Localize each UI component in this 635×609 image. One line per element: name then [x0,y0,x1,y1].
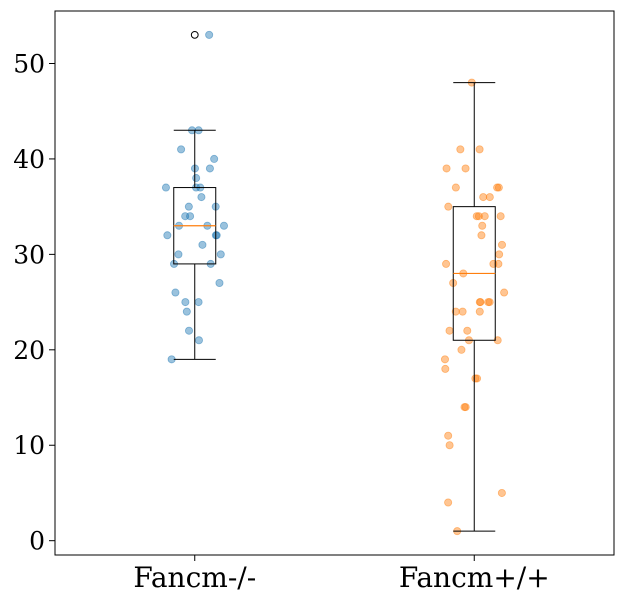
data-point [471,374,480,383]
y-tick-label: 50 [13,49,45,78]
data-point [500,288,509,297]
data-point [472,212,481,221]
data-point [205,164,214,173]
x-tick-label: Fancm+/+ [399,561,550,594]
data-point [497,240,506,249]
data-point [441,364,450,373]
y-tick-label: 10 [13,431,45,460]
data-point [451,307,460,316]
box-plots [173,30,496,532]
y-axis: 0 10 20 30 40 50 [13,49,55,556]
data-point [216,250,225,259]
y-tick-label: 20 [13,336,45,365]
data-point [496,212,505,221]
data-point [458,307,467,316]
data-point [444,431,453,440]
data-point [182,307,191,316]
data-point [480,212,489,221]
data-point [192,174,201,183]
data-point [215,278,224,287]
data-point [460,403,469,412]
data-point [444,498,453,507]
data-point [479,193,488,202]
data-point [444,202,453,211]
outlier-marker [190,30,199,39]
data-point [186,212,195,221]
data-point [177,145,186,154]
data-point [442,259,451,268]
data-point [494,259,503,268]
data-point [181,298,190,307]
data-point [495,250,504,259]
data-point [185,326,194,335]
data-point [205,30,214,39]
data-point [194,298,203,307]
data-point [184,202,193,211]
data-point [198,240,207,249]
data-point [445,326,454,335]
data-point [445,441,454,450]
data-point [219,221,228,230]
data-point [210,154,219,163]
data-point [457,345,466,354]
data-point [161,183,170,192]
plot-frame [54,10,615,556]
data-point [476,298,485,307]
data-point [174,250,183,259]
data-point [171,288,180,297]
data-point [475,307,484,316]
data-point [474,212,483,221]
data-point [497,488,506,497]
y-tick-label: 30 [13,240,45,269]
data-point [494,183,503,192]
data-point [442,164,451,173]
data-point [477,231,486,240]
x-axis: Fancm-/- Fancm+/+ [133,555,550,594]
data-point [485,298,494,307]
x-tick-label: Fancm-/- [133,561,256,594]
data-point [194,336,203,345]
jitter-points [161,30,509,536]
data-point [463,326,472,335]
data-point [440,355,449,364]
y-tick-label: 40 [13,145,45,174]
data-point [456,145,465,154]
data-point [451,183,460,192]
data-point [163,231,172,240]
data-point [197,193,206,202]
data-point [478,221,487,230]
y-tick-label: 0 [29,527,45,556]
data-point [461,164,470,173]
data-point [485,193,494,202]
data-point [475,145,484,154]
